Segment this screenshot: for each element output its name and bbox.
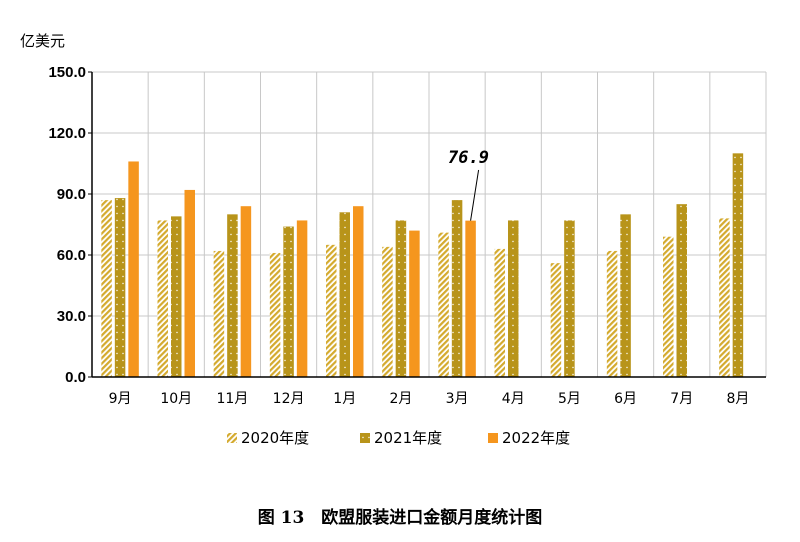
bar-2021年度-10月	[171, 216, 182, 377]
bar-2021年度-3月	[451, 200, 463, 377]
bar-2020年度-5月	[550, 263, 562, 377]
bar-2021年度-8月	[732, 153, 744, 377]
x-tick-label: 12月	[273, 391, 305, 407]
bar-2022年度-3月	[465, 220, 476, 377]
bar-2022年度-1月	[353, 206, 364, 377]
bar-2020年度-12月	[269, 252, 281, 377]
bar-2021年度-1月	[339, 212, 350, 377]
bar-2022年度-9月	[128, 161, 139, 377]
bar-2020年度-6月	[606, 250, 618, 377]
legend-label-2021年度: 2021年度	[374, 429, 442, 447]
legend: 2020年度 2021年度 2022年度	[227, 429, 570, 447]
bar-2021年度-7月	[676, 204, 687, 377]
bar-2020年度-3月	[438, 232, 449, 377]
y-tick-label: 0.0	[65, 369, 86, 386]
annotation-leader-line	[470, 169, 480, 221]
x-tick-label: 1月	[333, 391, 356, 407]
bar-2021年度-9月	[114, 198, 126, 377]
bars-layer	[101, 153, 744, 377]
bar-2021年度-4月	[508, 220, 519, 377]
bar-2020年度-7月	[663, 236, 674, 377]
x-tick-label: 5月	[558, 391, 581, 407]
bar-2020年度-8月	[719, 218, 730, 377]
bar-2020年度-1月	[326, 244, 337, 377]
bar-2021年度-2月	[395, 220, 407, 377]
annotation-layer: 76.9	[448, 148, 489, 221]
legend-label-2020年度: 2020年度	[241, 429, 309, 447]
x-tick-label: 2月	[389, 391, 412, 407]
y-unit-label: 亿美元	[20, 32, 65, 50]
x-tick-label: 11月	[217, 391, 249, 407]
y-tick-label: 120.0	[48, 125, 86, 142]
x-tick-label: 3月	[446, 391, 469, 407]
legend-swatch-2022年度	[488, 433, 498, 443]
data-label-annotation: 76.9	[448, 148, 489, 168]
y-tick-label: 60.0	[57, 247, 86, 264]
bar-2021年度-6月	[620, 214, 631, 377]
x-tick-label: 9月	[109, 391, 132, 407]
x-tick-label: 8月	[726, 391, 749, 407]
x-tick-label: 4月	[502, 391, 525, 407]
axis-layer: 0.0 30.0 60.0 90.0 120.0 150.0 9月 10月 11月 12月 1月 2月…	[48, 64, 766, 407]
y-tick-label: 150.0	[48, 64, 86, 81]
bar-2022年度-10月	[184, 189, 195, 377]
bar-2022年度-12月	[296, 220, 308, 377]
x-tick-label: 7月	[670, 391, 693, 407]
bar-2020年度-4月	[494, 248, 505, 377]
legend-swatch-2020年度	[227, 433, 237, 443]
bar-2020年度-11月	[213, 250, 225, 377]
bar-2021年度-11月	[227, 214, 238, 377]
legend-swatch-2021年度	[360, 433, 370, 443]
bar-2021年度-5月	[564, 220, 575, 377]
figure-caption: 图 13 欧盟服装进口金额月度统计图	[258, 507, 543, 528]
x-tick-label: 6月	[614, 391, 637, 407]
bar-2022年度-11月	[240, 206, 252, 377]
bar-2020年度-9月	[101, 200, 112, 377]
bar-2021年度-12月	[283, 226, 294, 377]
x-tick-label: 10月	[160, 391, 192, 407]
y-tick-label: 30.0	[57, 308, 86, 325]
bar-2020年度-2月	[382, 246, 393, 377]
y-tick-label: 90.0	[57, 186, 86, 203]
bar-2022年度-2月	[409, 230, 420, 377]
bar-2020年度-10月	[157, 220, 168, 377]
legend-label-2022年度: 2022年度	[502, 429, 570, 447]
